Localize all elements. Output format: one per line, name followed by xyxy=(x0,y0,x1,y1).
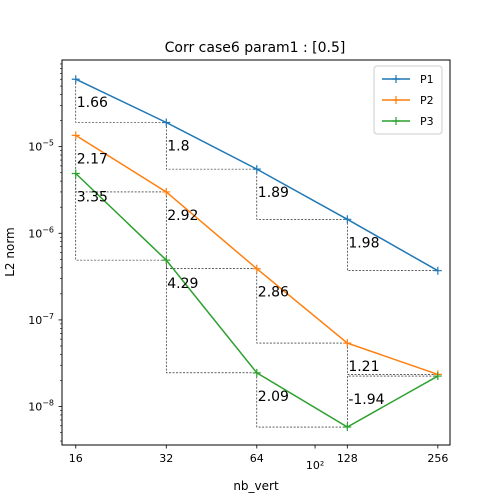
x-tick-label: 64 xyxy=(250,452,264,465)
data-point xyxy=(433,266,442,275)
legend-label-p2: P2 xyxy=(420,94,434,107)
y-tick-label: 10−7 xyxy=(28,312,54,327)
data-point xyxy=(343,339,352,348)
y-axis: 10−8 10−7 10−6 10−5 xyxy=(28,63,62,442)
slope-label: 1.89 xyxy=(258,185,289,201)
slope-triangle xyxy=(165,122,257,170)
slope-label: 1.66 xyxy=(77,95,108,111)
data-point xyxy=(252,165,261,174)
slope-triangle xyxy=(165,191,257,270)
y-axis-label: L2 norm xyxy=(3,227,17,277)
slope-triangle xyxy=(347,343,438,375)
slope-triangle xyxy=(256,372,348,428)
legend: P1 P2 P3 xyxy=(373,65,443,135)
slope-label: 2.92 xyxy=(167,208,198,224)
data-point xyxy=(71,169,80,178)
slope-label: -1.94 xyxy=(348,392,384,408)
slope-label: 1.8 xyxy=(167,138,189,154)
legend-label-p3: P3 xyxy=(420,115,434,128)
slope-triangles xyxy=(75,79,438,428)
legend-marker xyxy=(392,75,400,83)
legend-marker xyxy=(392,117,400,125)
x-axis: 16 32 64 128 256 10² xyxy=(69,445,448,472)
slope-triangle xyxy=(256,169,348,220)
slope-label: 2.09 xyxy=(258,389,289,405)
slope-labels: 1.66 1.8 1.89 1.98 2.17 2.92 2.86 1.21 3.35 4.29 2… xyxy=(77,95,385,408)
slope-triangle xyxy=(75,173,167,261)
slope-label: 2.86 xyxy=(258,285,289,301)
slope-label: 1.21 xyxy=(348,359,379,375)
x-tick-label: 128 xyxy=(337,452,358,465)
legend-label-p1: P1 xyxy=(420,73,434,86)
data-point xyxy=(162,256,171,265)
data-point xyxy=(343,423,352,432)
slope-label: 2.17 xyxy=(77,151,108,167)
slope-label: 1.98 xyxy=(348,235,379,251)
data-point xyxy=(343,215,352,224)
y-tick-label: 10−6 xyxy=(28,225,54,240)
x-tick-label: 32 xyxy=(159,452,173,465)
slope-triangle xyxy=(165,260,257,374)
x-tick-label: 16 xyxy=(69,452,83,465)
slope-triangle xyxy=(75,79,167,123)
x-axis-label: nb_vert xyxy=(233,479,279,493)
slope-label: 3.35 xyxy=(77,189,108,205)
data-point xyxy=(252,368,261,377)
x-tick-label: 10² xyxy=(306,459,324,472)
data-point xyxy=(71,75,80,84)
data-point xyxy=(162,187,171,196)
data-point xyxy=(252,264,261,273)
data-point xyxy=(162,118,171,127)
data-point xyxy=(71,131,80,140)
data-point xyxy=(433,372,442,381)
legend-marker xyxy=(392,96,400,104)
y-tick-label: 10−5 xyxy=(28,139,54,154)
slope-triangle xyxy=(256,268,348,344)
slope-label: 4.29 xyxy=(167,276,198,292)
y-tick-label: 10−8 xyxy=(28,399,54,414)
chart-title: Corr case6 param1 : [0.5] xyxy=(165,40,346,56)
series-lines xyxy=(71,75,442,432)
x-tick-label: 256 xyxy=(427,452,448,465)
